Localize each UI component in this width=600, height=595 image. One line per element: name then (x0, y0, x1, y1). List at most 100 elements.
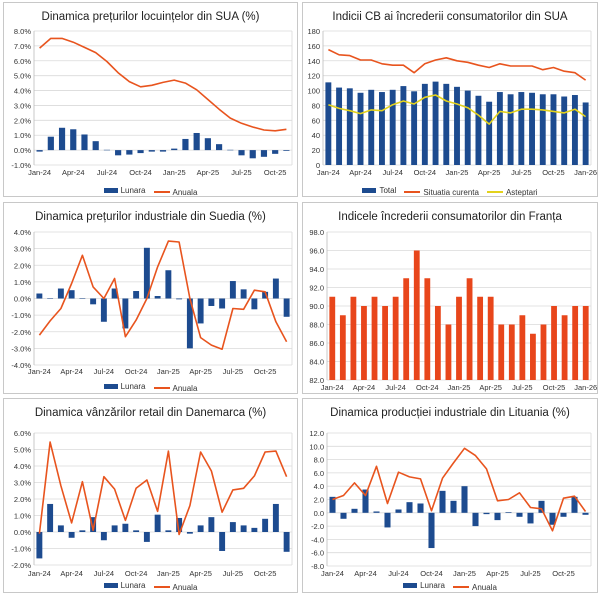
chart-legend: Lunara Anuala (4, 186, 297, 197)
bar (507, 94, 514, 165)
bar (227, 149, 234, 151)
series-line (332, 447, 587, 532)
x-tick-label: Jul-25 (223, 569, 243, 578)
bar (582, 306, 589, 380)
y-tick-label: -4.0% (11, 361, 31, 370)
bar (36, 293, 43, 299)
bar (193, 132, 200, 151)
bar (122, 523, 129, 532)
bar (361, 306, 367, 380)
bar (103, 149, 110, 151)
legend-line-swatch-icon (453, 586, 469, 588)
y-tick-label: 84.0 (309, 358, 324, 367)
bar (329, 496, 336, 513)
bar (483, 512, 490, 515)
legend-label: Anuala (472, 582, 497, 592)
bar (411, 91, 418, 165)
legend-item: Asteptari (486, 188, 538, 197)
bar (540, 324, 547, 380)
bar (516, 512, 523, 517)
x-tick-label: Jan-25 (448, 383, 471, 392)
y-tick-label: -3.0% (11, 344, 31, 353)
bar (406, 502, 413, 513)
chart-legend: Total Situatia curenta Asteptari (303, 186, 597, 197)
bar (350, 296, 357, 380)
bar (421, 83, 428, 165)
chart-title: Dinamica prețurilor locuințelor din SUA … (41, 11, 260, 23)
y-tick-label: 60 (312, 116, 320, 125)
bar (417, 503, 424, 513)
x-tick-label: Jul-25 (231, 168, 251, 177)
x-tick-label: Jul-24 (388, 569, 408, 578)
bar (148, 150, 155, 152)
y-tick-label: 5.0% (14, 72, 31, 81)
y-tick-label: 40 (312, 131, 320, 140)
chart-title: Indicii CB ai încrederii consumatorilor … (332, 11, 568, 23)
legend-line-swatch-icon (404, 191, 421, 193)
bar (47, 136, 54, 151)
bar (518, 92, 525, 165)
legend-item: Lunara (103, 186, 146, 195)
bar (272, 503, 279, 532)
bar (57, 288, 64, 299)
y-tick-label: 82.0 (309, 376, 324, 385)
legend-item: Total (362, 186, 396, 195)
y-tick-label: 4.0% (14, 228, 31, 237)
bar (529, 92, 535, 165)
chart-title: Dinamica prețurilor industriale din Sued… (35, 211, 266, 223)
bar (272, 278, 279, 299)
bar (362, 489, 369, 513)
y-tick-label: 2.0% (14, 116, 31, 125)
x-tick-label: Oct-25 (543, 383, 566, 392)
legend-line-swatch-icon (153, 586, 170, 588)
bar (283, 532, 290, 552)
y-tick-label: -1.0% (11, 161, 31, 170)
chart-panel-us-cb-confidence: Indicii CB ai încrederii consumatorilor … (302, 2, 598, 197)
y-tick-label: 10.0 (309, 442, 324, 451)
series-line (39, 37, 287, 132)
bar (496, 92, 503, 165)
y-tick-label: 1.0% (14, 131, 31, 140)
x-tick-label: Oct-25 (264, 168, 287, 177)
chart-panel-france-confidence: Indicele încrederii consumatorilor din F… (302, 202, 598, 394)
bar (389, 89, 396, 165)
bar (403, 278, 410, 380)
bar (571, 496, 578, 513)
bar (79, 298, 86, 299)
bar (79, 530, 86, 532)
x-tick-label: Apr-24 (60, 569, 83, 578)
bar (154, 296, 161, 299)
series-line (328, 48, 587, 81)
bar (68, 290, 75, 299)
bar (550, 94, 557, 165)
x-tick-label: Oct-25 (254, 569, 277, 578)
bar (371, 296, 378, 380)
y-tick-label: 0.0 (314, 509, 324, 518)
x-tick-label: Apr-24 (62, 168, 85, 177)
bar (432, 81, 439, 165)
y-tick-label: 98.0 (309, 228, 324, 237)
x-tick-label: Oct-25 (254, 367, 277, 376)
bar (400, 86, 407, 165)
x-tick-label: Jan-25 (163, 168, 186, 177)
bar (204, 138, 211, 151)
bar (165, 270, 172, 299)
series-line (38, 240, 288, 350)
bar (283, 298, 290, 317)
y-tick-label: 90.0 (309, 302, 324, 311)
bar (475, 95, 482, 165)
bar (260, 150, 268, 157)
bar (549, 512, 556, 525)
y-tick-label: 80 (312, 101, 320, 110)
bar (560, 512, 567, 517)
bar (111, 525, 118, 532)
y-tick-label: 7.0% (14, 42, 31, 51)
y-tick-label: 1.0% (14, 512, 31, 521)
x-tick-label: Apr-25 (197, 168, 220, 177)
y-tick-label: 0.0% (14, 295, 31, 304)
legend-label: Total (379, 186, 397, 195)
y-tick-label: 180 (307, 27, 320, 36)
legend-label: Anuala (172, 187, 198, 197)
chart-panel-lithuania-industry: Dinamica producției industriale din Litu… (302, 398, 598, 593)
y-tick-label: 6.0% (14, 429, 31, 438)
